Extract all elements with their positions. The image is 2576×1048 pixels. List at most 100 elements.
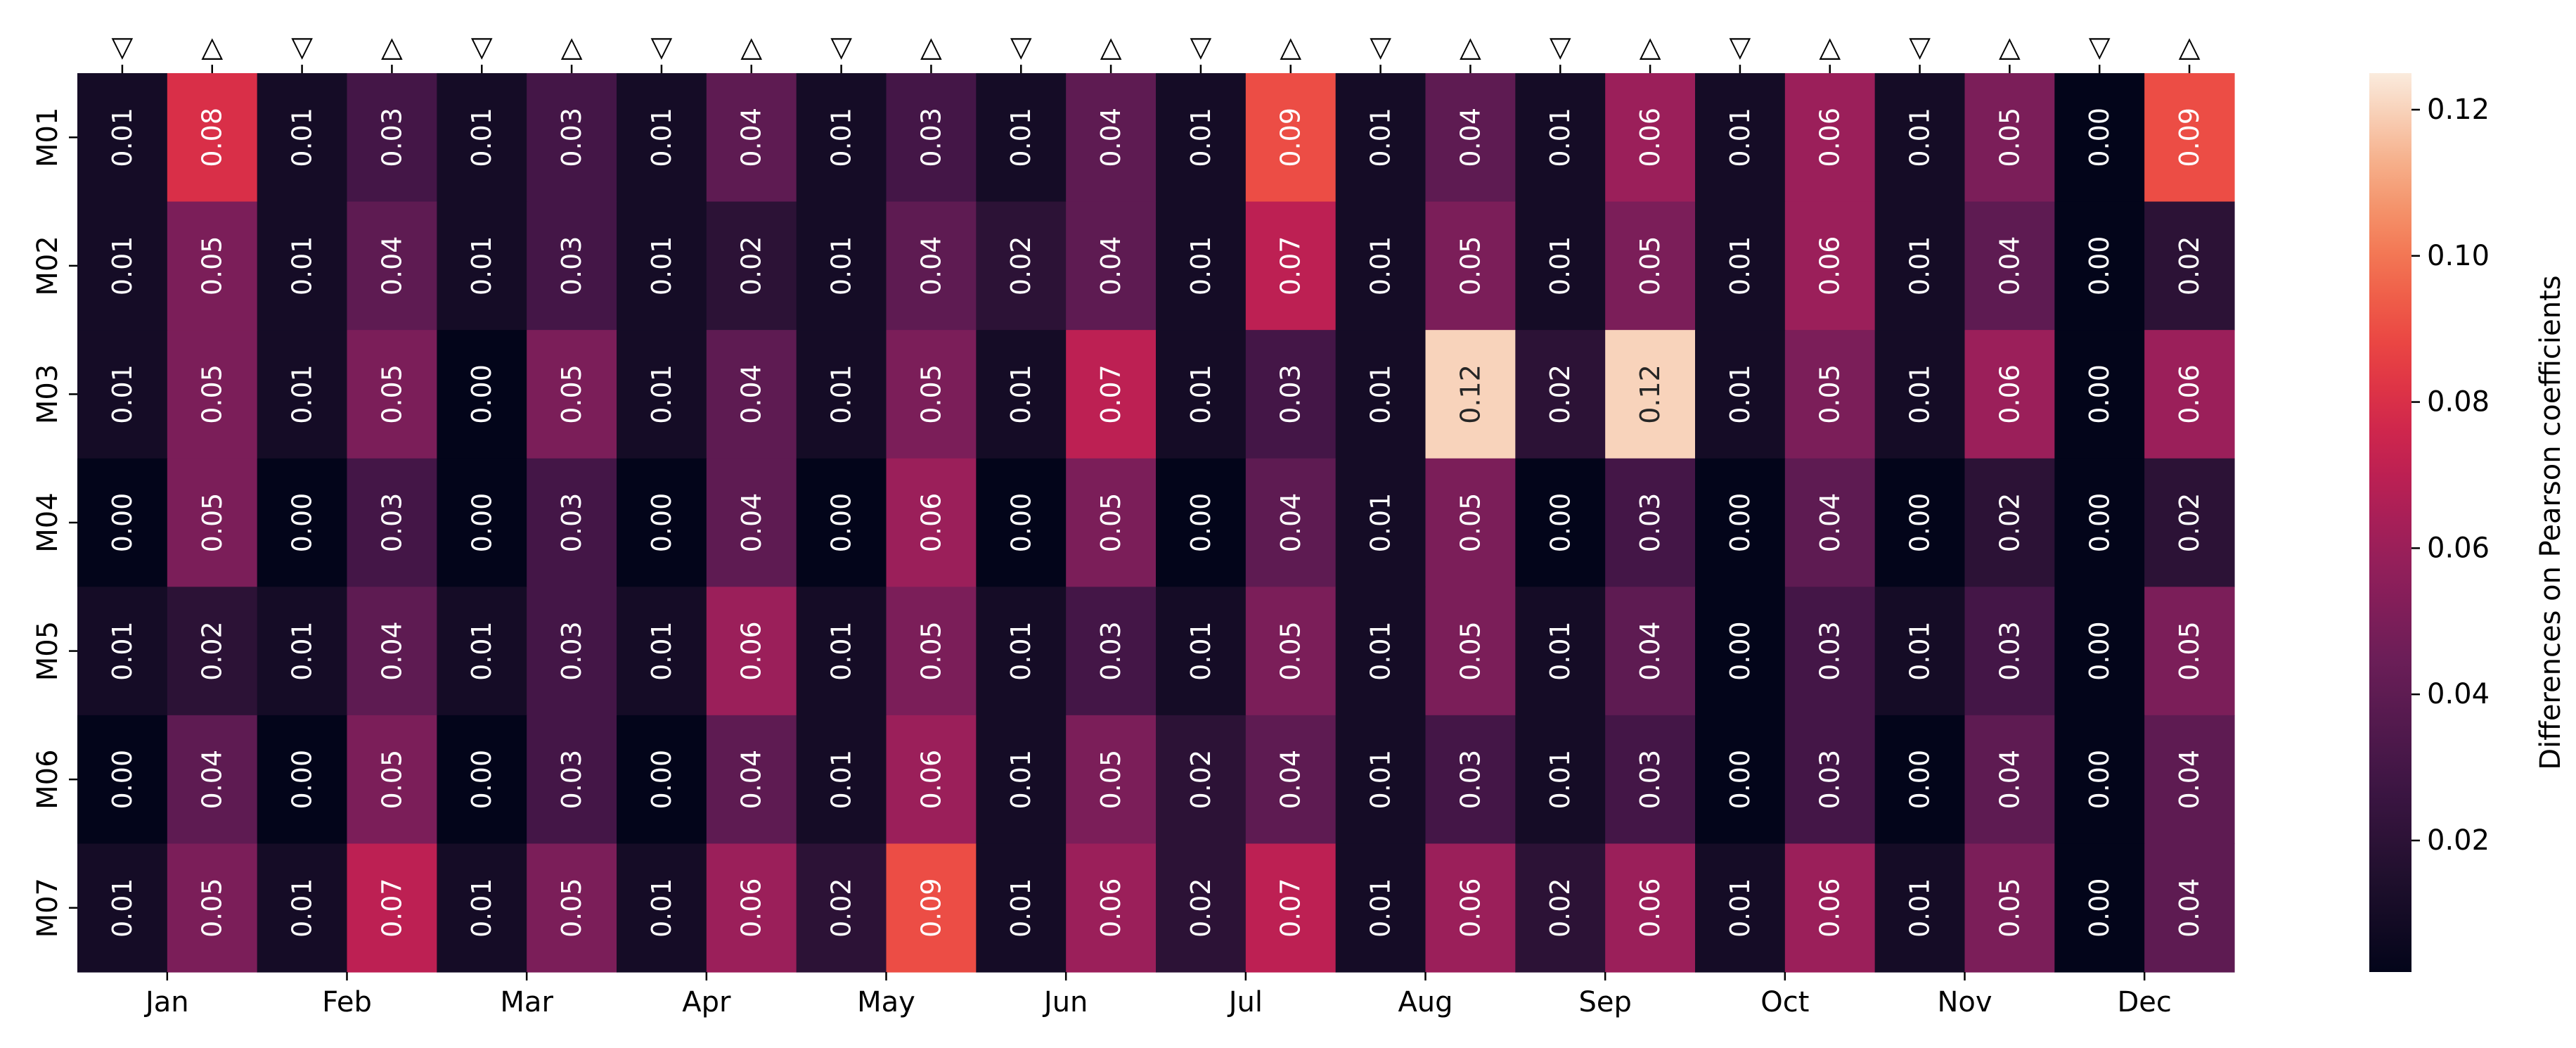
cell-value-label: 0.00	[107, 750, 138, 810]
heatmap-cell	[796, 458, 887, 587]
heatmap-cell	[1245, 458, 1337, 587]
heatmap-cell	[706, 843, 797, 973]
cell-value-label: 0.01	[1545, 108, 1576, 167]
cell-value-label: 0.01	[1005, 750, 1036, 810]
heatmap-cell	[617, 458, 707, 587]
heatmap-cell	[347, 330, 437, 459]
cell-value-label: 0.04	[1095, 108, 1126, 167]
heatmap-cell	[167, 458, 258, 587]
cell-value-label: 0.01	[1365, 364, 1396, 424]
heatmap-cell	[2144, 330, 2235, 459]
heatmap-cell	[1335, 715, 1427, 845]
colorbar-tick-label: 0.08	[2427, 386, 2490, 418]
heatmap-cell	[347, 843, 437, 973]
cell-value-label: 0.04	[2174, 750, 2205, 810]
cell-value-label: 0.01	[1005, 621, 1036, 681]
cell-value-label: 0.01	[287, 878, 318, 938]
cell-value-label: 0.00	[1905, 750, 1936, 810]
heatmap-cell	[1515, 330, 1606, 459]
heatmap-cell	[2054, 587, 2145, 716]
heatmap-cell	[1245, 73, 1337, 203]
heatmap-cell	[527, 715, 617, 845]
cell-value-label: 0.05	[2174, 621, 2205, 681]
column-marker: ▽	[1909, 31, 1931, 63]
heatmap-cell	[1784, 458, 1876, 587]
cell-value-label: 0.04	[1635, 621, 1666, 681]
heatmap-cell	[257, 201, 348, 331]
cell-value-label: 0.00	[466, 364, 497, 424]
heatmap-cell	[976, 843, 1067, 973]
cell-value-label: 0.03	[1635, 750, 1666, 810]
column-marker: ▽	[1370, 31, 1391, 63]
month-label: Jun	[1042, 986, 1088, 1018]
heatmap-cell	[1245, 715, 1337, 845]
heatmap-cell	[1245, 587, 1337, 716]
heatmap-cell	[886, 330, 977, 459]
heatmap-cell	[617, 330, 707, 459]
cell-value-label: 0.06	[1815, 108, 1846, 167]
heatmap-cell	[437, 715, 527, 845]
cell-value-label: 0.04	[1455, 108, 1486, 167]
cell-value-label: 0.00	[1725, 493, 1756, 553]
heatmap-cell	[1425, 587, 1516, 716]
cell-value-label: 0.01	[1365, 878, 1396, 938]
cell-value-label: 0.04	[915, 236, 946, 296]
heatmap-cell	[1066, 201, 1157, 331]
cell-value-label: 0.00	[2084, 878, 2115, 938]
cell-value-label: 0.02	[197, 621, 228, 681]
cell-value-label: 0.03	[376, 108, 407, 167]
cell-value-label: 0.05	[556, 878, 587, 938]
heatmap-cell	[2144, 587, 2235, 716]
heatmap-cell	[1515, 715, 1606, 845]
heatmap-cell	[1874, 715, 1966, 845]
cell-value-label: 0.01	[826, 236, 857, 296]
heatmap-cell	[976, 330, 1067, 459]
cell-value-label: 0.00	[646, 750, 677, 810]
month-label: May	[857, 986, 915, 1018]
heatmap-cell	[796, 715, 887, 845]
heatmap-cell	[886, 201, 977, 331]
heatmap-cell	[437, 843, 527, 973]
cell-value-label: 0.02	[1005, 236, 1036, 296]
cell-value-label: 0.01	[107, 878, 138, 938]
cell-value-label: 0.05	[197, 236, 228, 296]
cell-value-label: 0.01	[1185, 108, 1216, 167]
cell-value-label: 0.05	[197, 364, 228, 424]
cell-value-label: 0.02	[1185, 750, 1216, 810]
heatmap-cell	[1784, 330, 1876, 459]
cell-value-label: 0.06	[1635, 878, 1666, 938]
row-axis: M01 M02 M03 M04 M05 M06 M07	[32, 108, 77, 938]
column-marker: △	[1999, 31, 2021, 63]
cell-value-label: 0.01	[1185, 364, 1216, 424]
heatmap-cell	[1066, 715, 1157, 845]
heatmap-cell	[257, 330, 348, 459]
cell-value-label: 0.05	[376, 364, 407, 424]
cell-value-label: 0.00	[287, 493, 318, 553]
cell-value-label: 0.06	[1095, 878, 1126, 938]
heatmap-cell	[886, 715, 977, 845]
cell-value-label: 0.01	[646, 236, 677, 296]
heatmap-cell	[2144, 458, 2235, 587]
cell-value-label: 0.01	[1365, 108, 1396, 167]
cell-value-label: 0.07	[1275, 878, 1306, 938]
heatmap-cell	[617, 201, 707, 331]
cell-value-label: 0.01	[1905, 878, 1936, 938]
heatmap-cell	[1695, 201, 1786, 331]
heatmap-cell	[2054, 458, 2145, 587]
cell-value-label: 0.01	[466, 236, 497, 296]
heatmap-cell	[1335, 458, 1427, 587]
heatmap-cell	[77, 843, 168, 973]
column-marker: ▽	[2089, 31, 2111, 63]
colorbar-tick-label: 0.02	[2427, 824, 2490, 857]
cell-value-label: 0.02	[1545, 364, 1576, 424]
heatmap-cell	[706, 587, 797, 716]
cell-value-label: 0.01	[287, 364, 318, 424]
heatmap-cell	[1784, 843, 1876, 973]
heatmap-cell	[257, 843, 348, 973]
cell-value-label: 0.01	[287, 236, 318, 296]
heatmap-cell	[1245, 201, 1337, 331]
colorbar-gradient	[2369, 73, 2411, 972]
cell-value-label: 0.01	[1365, 236, 1396, 296]
colorbar-tick-label: 0.10	[2427, 240, 2490, 272]
colorbar-tick-label: 0.12	[2427, 94, 2490, 126]
